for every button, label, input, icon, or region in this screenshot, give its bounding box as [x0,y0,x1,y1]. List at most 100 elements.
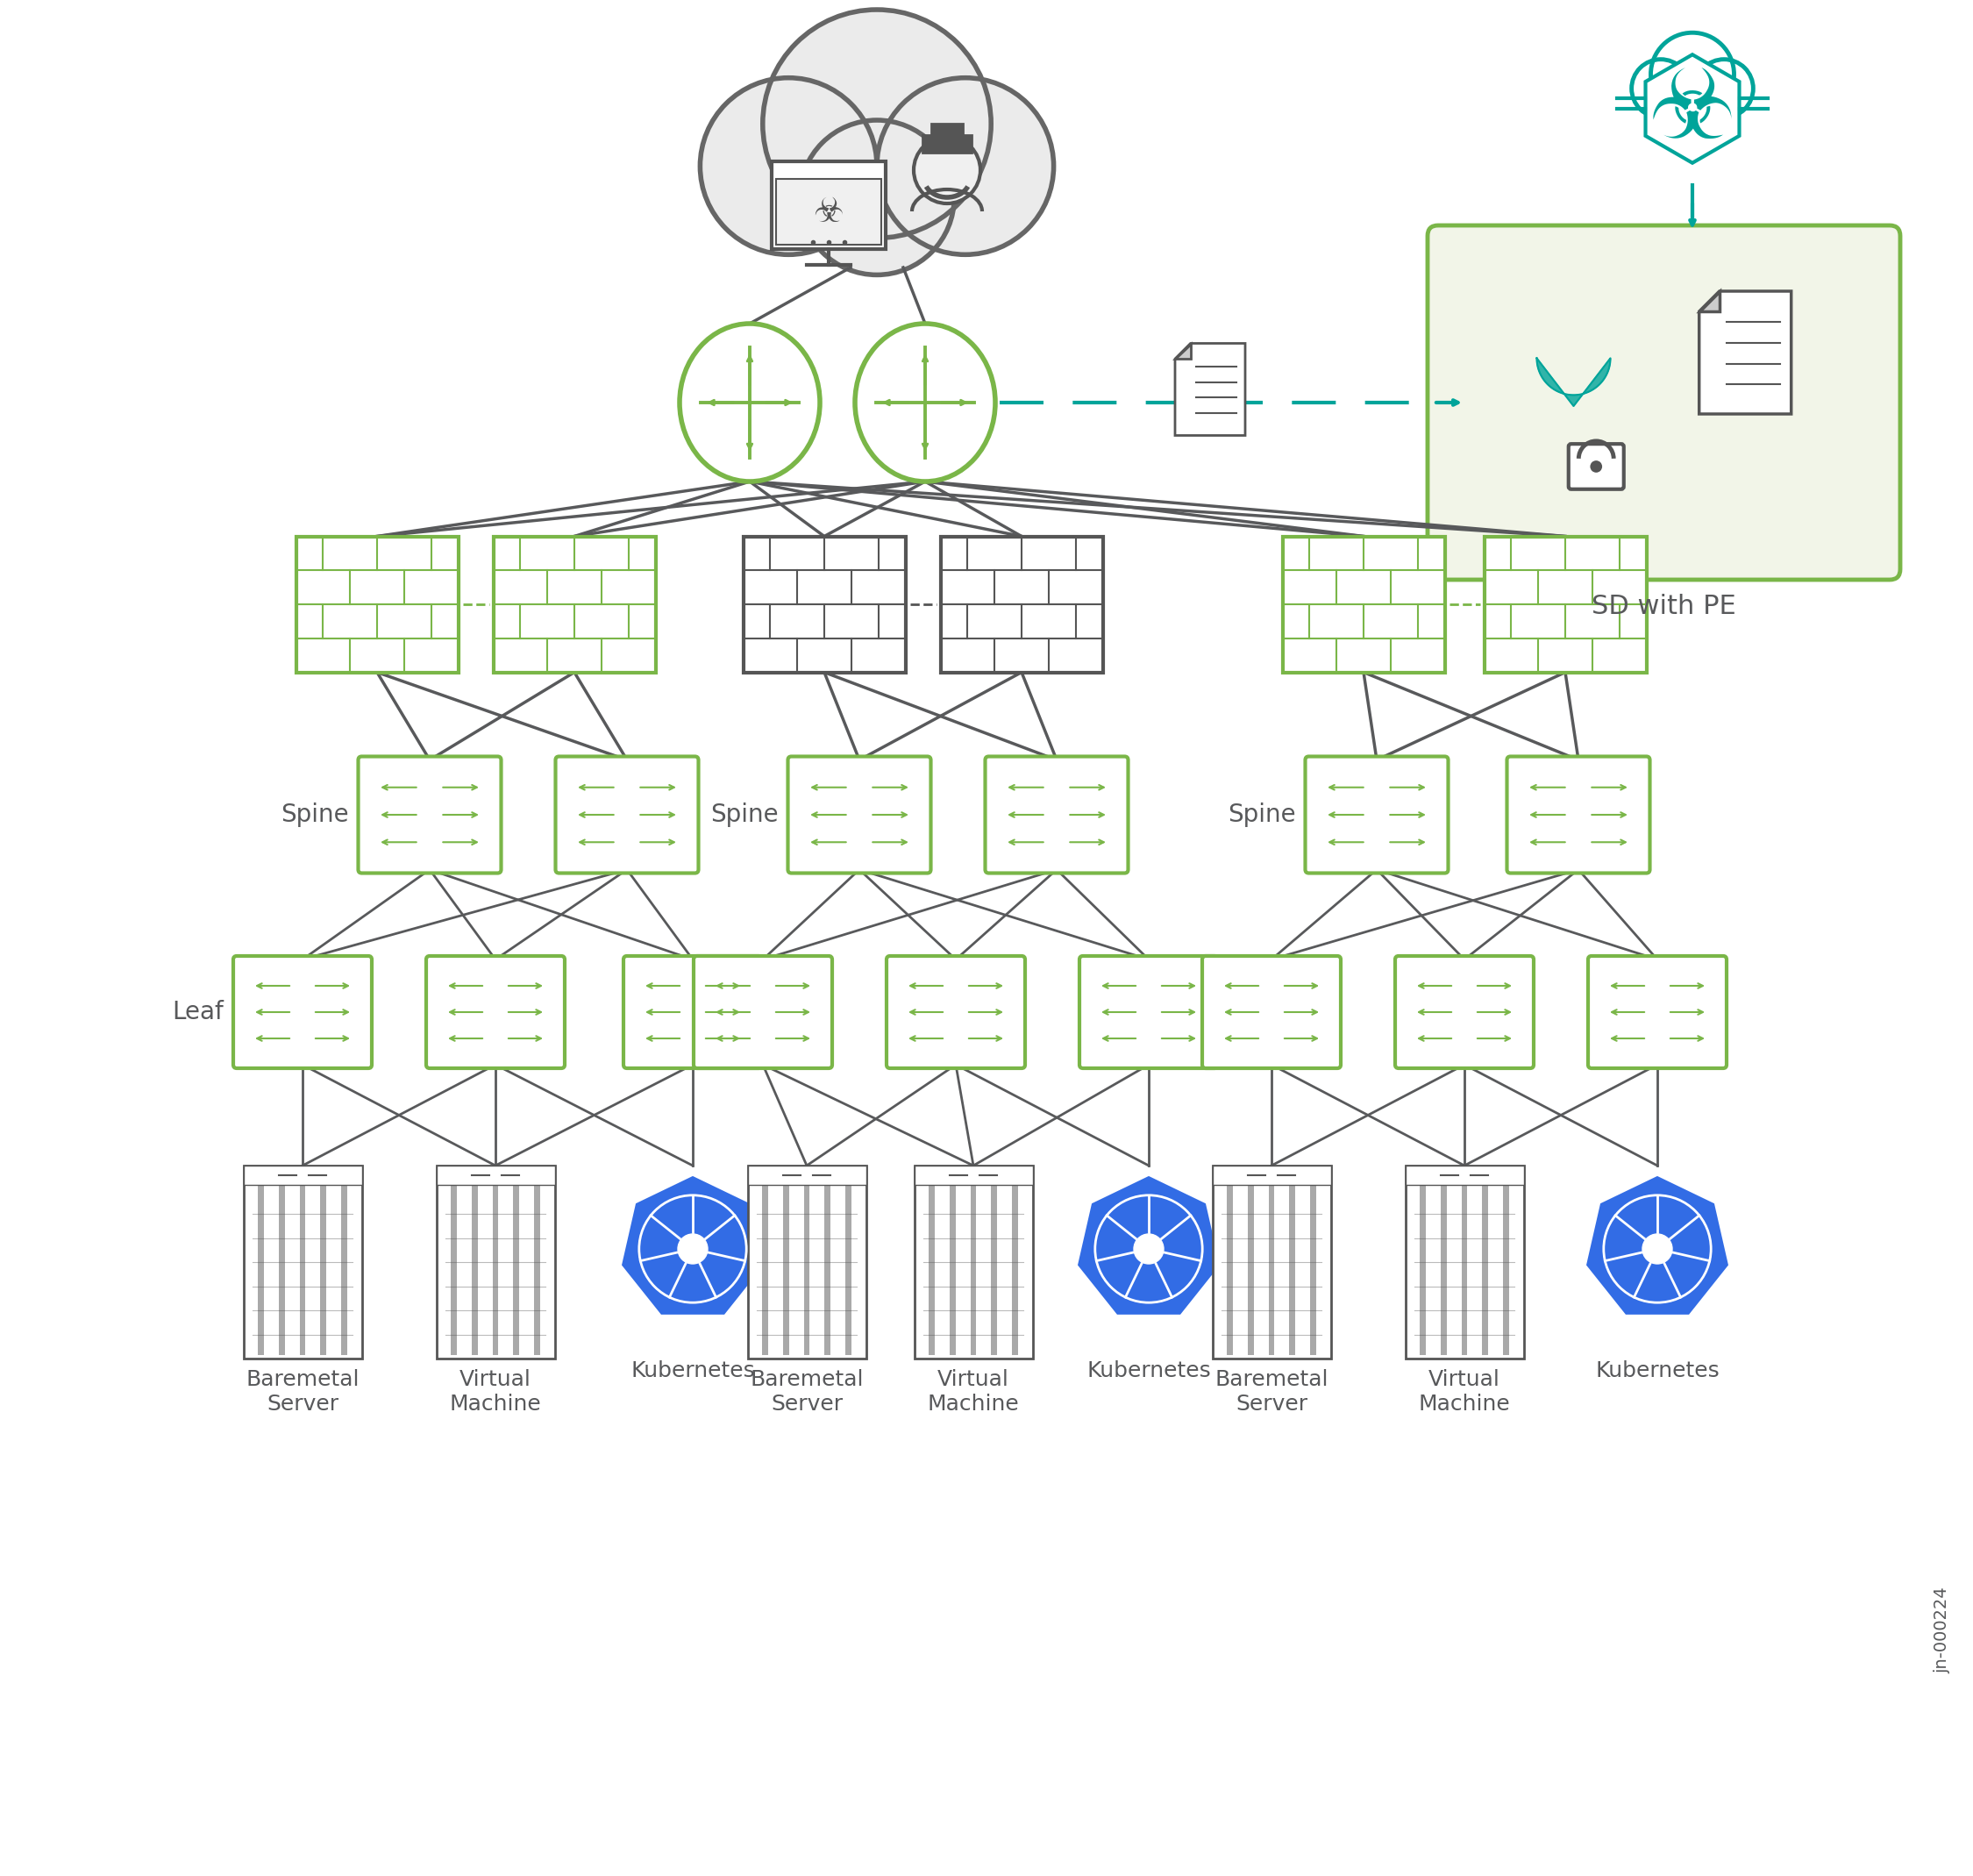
Text: Leaf: Leaf [633,1000,685,1024]
Circle shape [1695,60,1754,118]
Bar [762,1186,767,1354]
Bar [748,1165,866,1186]
Bar [771,161,886,250]
Polygon shape [1584,1174,1730,1317]
Text: Spine: Spine [1227,803,1296,827]
FancyBboxPatch shape [623,957,762,1067]
Bar [436,1165,554,1358]
Circle shape [807,124,947,265]
Bar [472,1186,477,1354]
Bar [748,1165,866,1358]
Text: Baremetal
Server: Baremetal Server [750,1369,864,1415]
FancyBboxPatch shape [985,756,1129,872]
Bar [243,1165,361,1186]
Bar [320,1186,326,1354]
Bar [1421,1186,1426,1354]
Text: Kubernetes: Kubernetes [1087,1360,1211,1381]
Text: Spine: Spine [280,803,349,827]
Bar [452,1186,458,1354]
Ellipse shape [679,325,821,482]
Bar [931,124,963,141]
FancyBboxPatch shape [1569,445,1624,490]
Bar [1405,1165,1523,1358]
Bar [949,1186,955,1354]
FancyBboxPatch shape [233,957,371,1067]
Bar [513,1186,519,1354]
FancyBboxPatch shape [886,957,1026,1067]
Bar [1405,1165,1523,1186]
Text: Virtual
Machine: Virtual Machine [927,1369,1020,1415]
FancyBboxPatch shape [1428,225,1900,580]
Bar [844,1186,850,1354]
Circle shape [1134,1234,1164,1264]
Circle shape [764,9,990,238]
FancyBboxPatch shape [1079,957,1217,1067]
Bar [929,1186,935,1354]
Bar [923,135,971,152]
Bar [783,1186,789,1354]
Bar [493,537,655,672]
Text: ☣: ☣ [813,195,844,229]
FancyBboxPatch shape [694,957,833,1067]
FancyBboxPatch shape [1588,957,1726,1067]
Polygon shape [1075,1174,1221,1317]
Bar [775,178,882,244]
Polygon shape [620,1174,766,1317]
Polygon shape [1699,291,1718,311]
FancyBboxPatch shape [359,756,501,872]
Text: Baremetal
Server: Baremetal Server [1215,1369,1328,1415]
Text: Virtual
Machine: Virtual Machine [1419,1369,1511,1415]
FancyBboxPatch shape [1306,756,1448,872]
Text: Leaf: Leaf [172,1000,223,1024]
Bar [278,1186,284,1354]
Polygon shape [1645,54,1740,163]
Circle shape [1642,1234,1673,1264]
Bar [913,1165,1032,1358]
Bar [1247,1186,1253,1354]
Bar [803,1186,809,1354]
Bar [744,537,906,672]
Bar [243,1165,361,1358]
Circle shape [913,137,981,203]
Bar [1227,1186,1233,1354]
Bar [1282,537,1444,672]
FancyBboxPatch shape [1507,756,1649,872]
Bar [913,1165,1032,1186]
FancyBboxPatch shape [787,756,931,872]
Circle shape [1632,60,1691,118]
Bar [1269,1186,1275,1354]
Circle shape [700,77,876,255]
FancyBboxPatch shape [556,756,698,872]
Circle shape [876,77,1054,255]
Bar [825,1186,831,1354]
FancyBboxPatch shape [1202,957,1342,1067]
Bar [1484,537,1645,672]
Circle shape [1665,75,1718,128]
Ellipse shape [854,325,994,482]
Bar [300,1186,306,1354]
Bar [296,537,458,672]
Text: Virtual
Machine: Virtual Machine [450,1369,541,1415]
Circle shape [799,120,955,276]
FancyBboxPatch shape [426,957,564,1067]
Text: SD with PE: SD with PE [1592,595,1736,619]
Text: jn-000224: jn-000224 [1934,1587,1951,1673]
Bar [341,1186,347,1354]
Polygon shape [1537,358,1610,405]
Bar [971,1186,977,1354]
Polygon shape [1699,291,1791,415]
FancyBboxPatch shape [1395,957,1533,1067]
Bar [1462,1186,1468,1354]
Bar [990,1186,996,1354]
Text: Kubernetes: Kubernetes [1594,1360,1720,1381]
Text: ☣: ☣ [1649,64,1736,158]
Polygon shape [1176,343,1245,435]
Bar [1440,1186,1446,1354]
Bar [1503,1186,1509,1354]
Bar [1211,1165,1330,1186]
Bar [436,1165,554,1186]
Bar [1012,1186,1018,1354]
Bar [1288,1186,1294,1354]
Bar [1211,1165,1330,1358]
Text: Leaf: Leaf [1140,1000,1192,1024]
